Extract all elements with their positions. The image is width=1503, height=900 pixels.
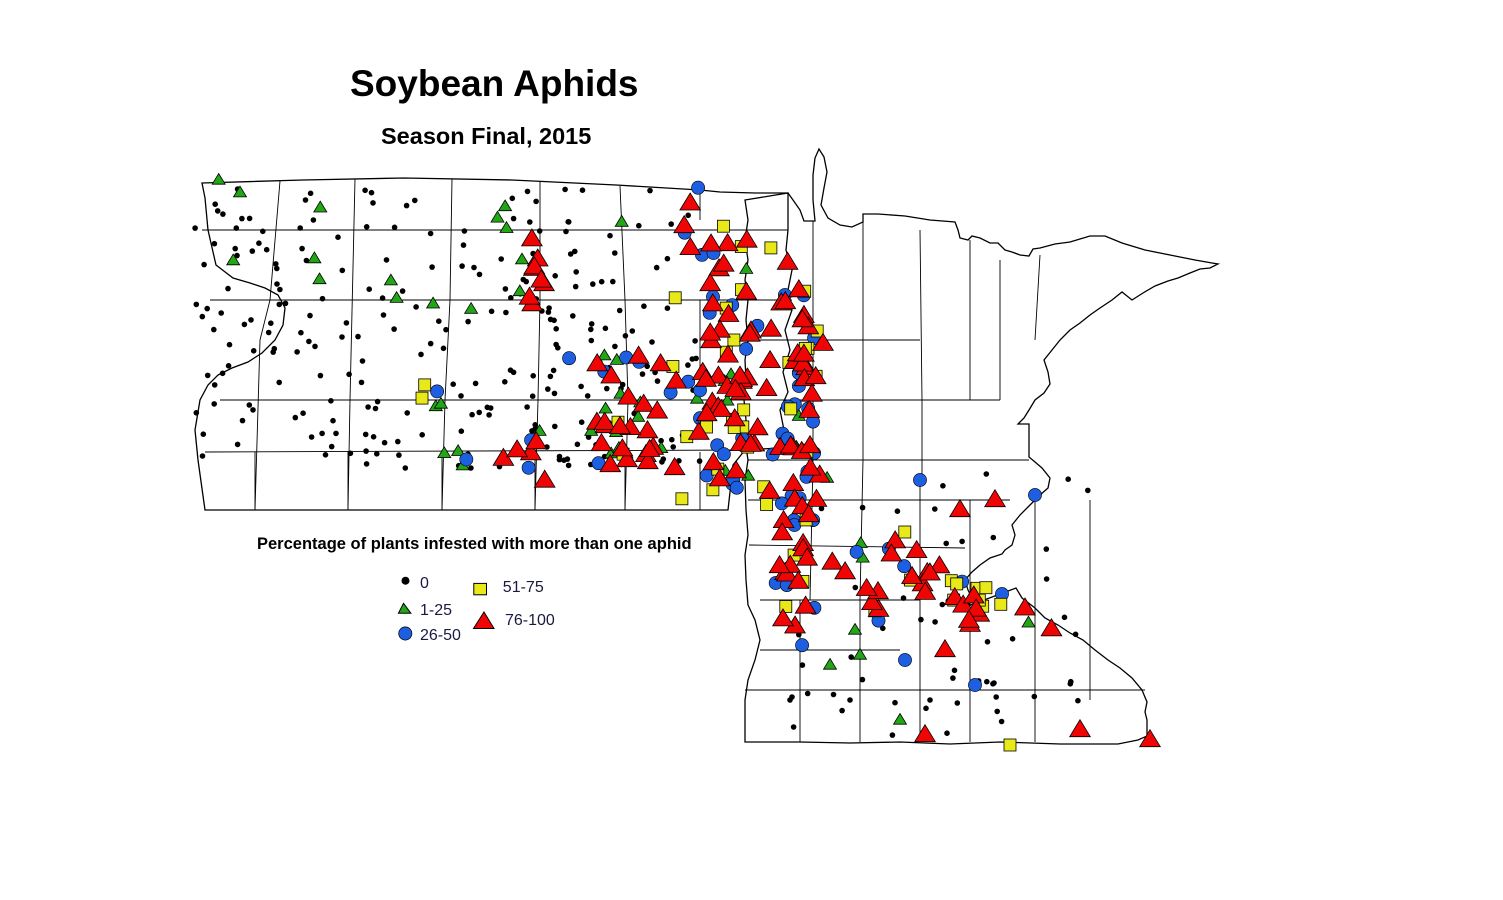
svg-text:26-50: 26-50: [420, 627, 461, 644]
svg-text:51-75: 51-75: [503, 579, 544, 596]
svg-text:1-25: 1-25: [420, 602, 452, 619]
svg-text:76-100: 76-100: [505, 612, 555, 629]
svg-text:0: 0: [420, 575, 429, 592]
